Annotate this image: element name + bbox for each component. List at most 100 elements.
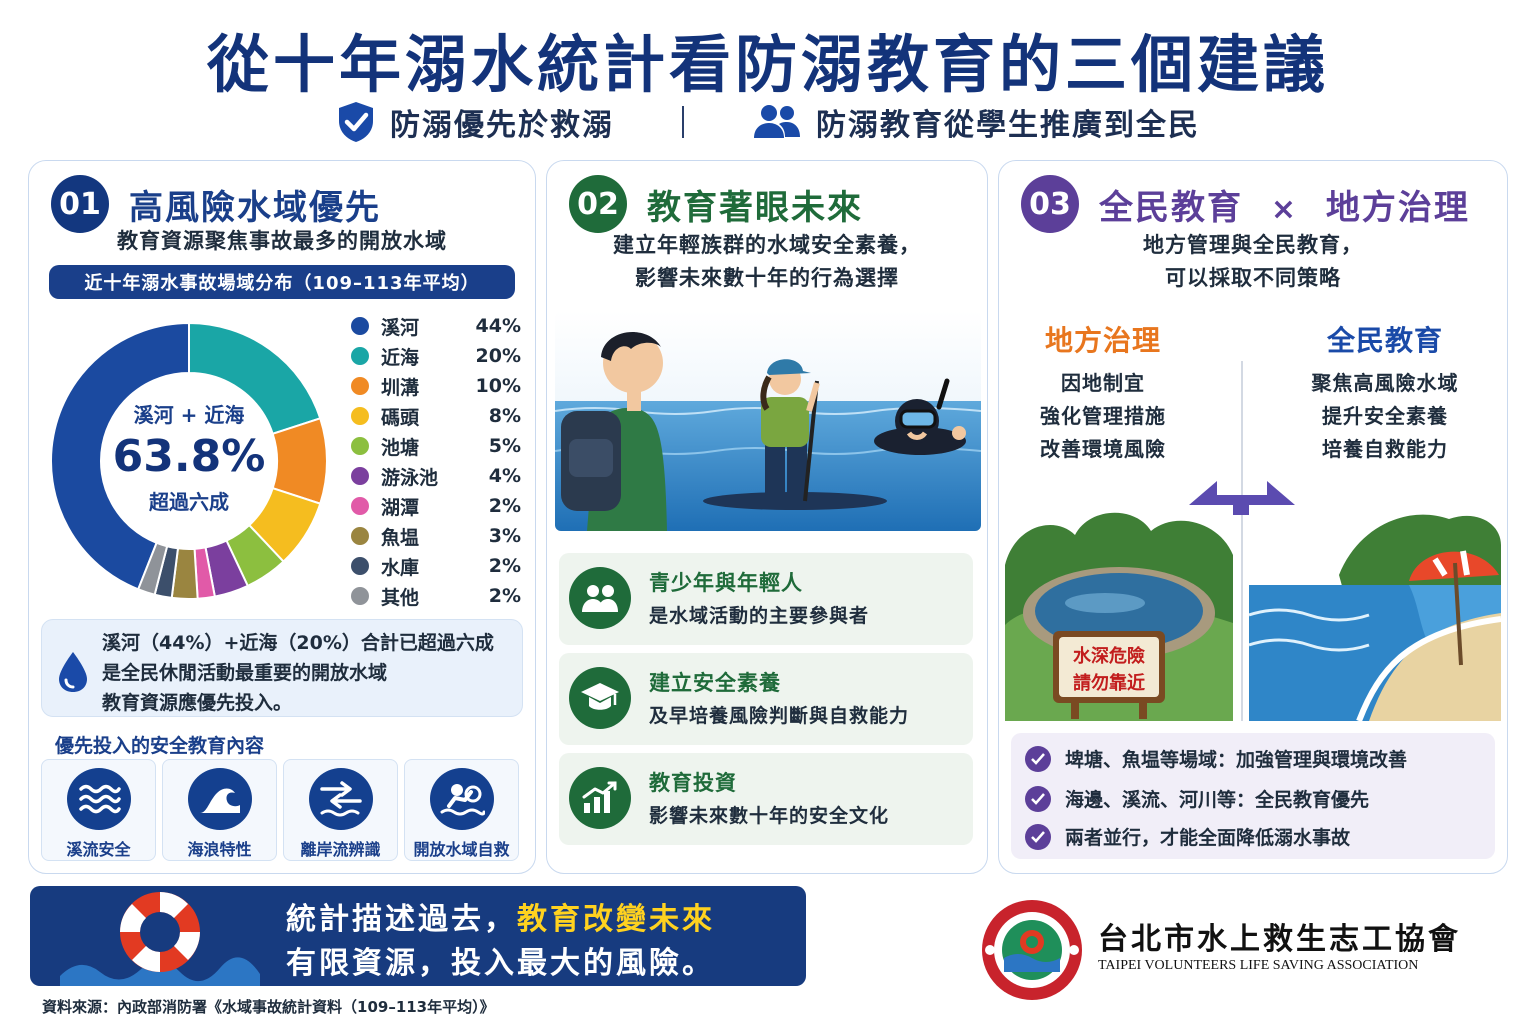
legend-item: 其他 2%	[351, 581, 521, 611]
feature-text: 影響未來數十年的安全文化	[649, 805, 890, 827]
feature-title: 教育投資	[649, 771, 737, 795]
donut-center-value: 63.8%	[112, 431, 266, 482]
organization-logo	[982, 900, 1082, 1000]
priority-section-title: 優先投入的安全教育內容	[55, 735, 265, 757]
public-education-title: 全民教育	[1326, 324, 1443, 357]
donut-center-top: 溪河 + 近海	[133, 403, 245, 427]
legend-item: 近海 20%	[351, 341, 521, 371]
priority-item-rip-current: 離岸流辨識	[283, 759, 398, 861]
card2-number-badge: 02	[569, 175, 627, 233]
card2-header: 02 教育著眼未來	[569, 175, 863, 233]
list-item: 強化管理措施	[1040, 404, 1166, 428]
card2-description: 建立年輕族群的水域安全素養， 影響未來數十年的行為選擇	[547, 229, 987, 295]
card3-title: 全民教育 × 地方治理	[1099, 180, 1470, 229]
people-icon	[569, 567, 631, 629]
legend-value: 4%	[488, 465, 521, 487]
desc-line: 建立年輕族群的水域安全素養，	[613, 233, 921, 257]
legend-value: 10%	[475, 375, 521, 397]
checklist-item: 海邊、溪流、河川等：全民教育優先	[1025, 785, 1369, 812]
public-education-list: 聚焦高風險水域 提升安全素養 培養自救能力	[1285, 367, 1485, 466]
card3-number-badge: 03	[1021, 175, 1079, 233]
feature-youth: 青少年與年輕人 是水域活動的主要參與者	[559, 553, 973, 645]
rip-current-icon	[308, 768, 373, 830]
priority-list: 溪流安全 海浪特性 離岸流辨識	[41, 759, 519, 861]
feature-title: 青少年與年輕人	[649, 571, 803, 595]
priority-label: 溪流安全	[66, 840, 131, 859]
legend-value: 3%	[488, 525, 521, 547]
people-icon	[754, 105, 800, 138]
list-item: 改善環境風險	[1040, 437, 1166, 461]
subheader-tag-left: 防溺優先於救溺	[336, 100, 614, 144]
legend-label: 圳溝	[381, 376, 420, 399]
donut-chart	[50, 321, 328, 600]
legend-label: 魚塭	[381, 526, 420, 549]
legend-swatch	[351, 317, 369, 335]
priority-label: 海浪特性	[187, 840, 252, 859]
banner-line-1: 統計描述過去，教育改變未來	[286, 898, 715, 942]
card3-title-b: 地方治理	[1325, 187, 1470, 228]
list-item: 培養自救能力	[1322, 437, 1448, 461]
card1-chart-title-pill: 近十年溺水事故場域分布（109–113年平均）	[49, 265, 515, 299]
check-icon	[1025, 745, 1051, 772]
feature-safety-literacy: 建立安全素養 及早培養風險判斷與自救能力	[559, 653, 973, 745]
legend-label: 湖潭	[381, 496, 420, 519]
subheader: 防溺優先於救溺 防溺教育從學生推廣到全民	[0, 100, 1536, 144]
banner-line-1-a: 統計描述過去，	[286, 902, 517, 937]
legend-label: 碼頭	[381, 406, 420, 429]
legend-label: 池塘	[381, 436, 420, 459]
young-people-water-activity-illustration	[555, 311, 981, 531]
beach-illustration	[1249, 505, 1501, 721]
donut-slice-1	[50, 321, 190, 591]
subheader-tag-right-label: 防溺教育從學生推廣到全民	[816, 108, 1200, 143]
legend-value: 5%	[488, 435, 521, 457]
legend-label: 近海	[381, 346, 420, 369]
checklist-item: 兩者並行，才能全面降低溺水事故	[1025, 823, 1350, 850]
organization-name-en: TAIPEI VOLUNTEERS LIFE SAVING ASSOCIATIO…	[1098, 958, 1419, 973]
card1-description: 教育資源聚焦事故最多的開放水域	[117, 229, 447, 253]
checklist-text: 埤塘、魚塭等場域：加強管理與環境改善	[1065, 749, 1408, 771]
legend-label: 其他	[381, 586, 420, 609]
growth-chart-icon	[569, 767, 631, 829]
card1-header: 01 高風險水域優先	[51, 175, 381, 233]
legend-value: 2%	[488, 555, 521, 577]
bottom-slogan-banner: 統計描述過去，教育改變未來 有限資源，投入最大的風險。	[30, 886, 806, 986]
banner-line-2: 有限資源，投入最大的風險。	[286, 946, 715, 981]
legend-label: 溪河	[381, 316, 420, 339]
card1-number-badge: 01	[51, 175, 109, 233]
donut-center-bottom: 超過六成	[149, 490, 229, 514]
subheader-divider	[682, 106, 684, 138]
water-drop-icon	[59, 652, 87, 692]
local-governance-title: 地方治理	[1044, 324, 1161, 357]
legend-item: 池塘 5%	[351, 431, 521, 461]
list-item: 提升安全素養	[1322, 404, 1448, 428]
ocean-wave-icon	[187, 768, 252, 830]
legend-label: 游泳池	[381, 466, 439, 489]
priority-label: 開放水域自救	[413, 840, 510, 859]
feature-text: 及早培養風險判斷與自救能力	[649, 705, 910, 727]
banner-slogan: 統計描述過去，教育改變未來 有限資源，投入最大的風險。	[286, 898, 715, 986]
list-item: 因地制宜	[1061, 371, 1145, 395]
legend-item: 水庫 2%	[351, 551, 521, 581]
check-icon	[1025, 785, 1051, 812]
lifebuoy-icon	[60, 892, 260, 986]
sign-line: 請勿靠近	[1073, 673, 1145, 694]
swimmer-icon	[429, 768, 494, 830]
legend-item: 湖潭 2%	[351, 491, 521, 521]
priority-item-self-rescue: 開放水域自救	[404, 759, 519, 861]
legend-swatch	[351, 407, 369, 425]
legend-swatch	[351, 467, 369, 485]
desc-line: 地方管理與全民教育，	[1143, 233, 1363, 257]
organization-name-zh: 台北市水上救生志工協會	[1098, 922, 1461, 957]
card1-title: 高風險水域優先	[129, 187, 381, 228]
local-governance-list: 因地制宜 強化管理措施 改善環境風險	[1003, 367, 1203, 466]
legend-value: 2%	[488, 495, 521, 517]
legend-swatch	[351, 557, 369, 575]
legend-swatch	[351, 437, 369, 455]
pond-warning-illustration	[1005, 505, 1233, 721]
shield-check-icon	[339, 102, 373, 142]
card2-title: 教育著眼未來	[647, 187, 863, 228]
feature-title: 建立安全素養	[649, 671, 781, 695]
list-item: 聚焦高風險水域	[1311, 371, 1459, 395]
legend-item: 圳溝 10%	[351, 371, 521, 401]
note-line: 是全民休閒活動最重要的開放水域	[102, 662, 388, 684]
